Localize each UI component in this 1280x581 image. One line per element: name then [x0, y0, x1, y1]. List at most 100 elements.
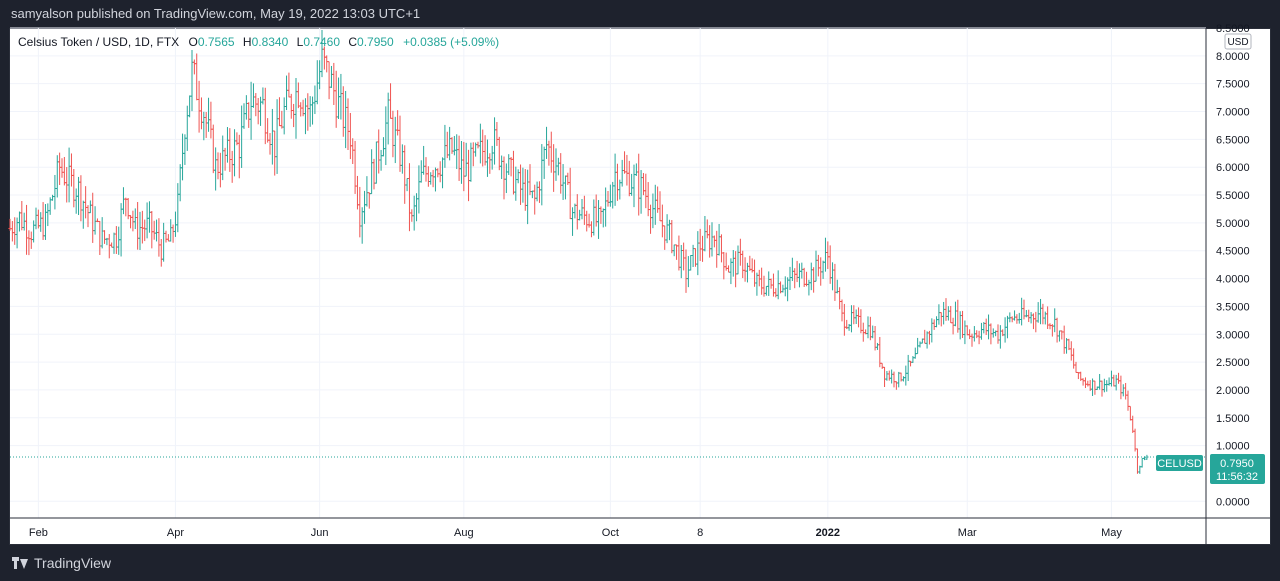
ohlc-bar: [677, 235, 681, 271]
ohlc-bar: [60, 158, 64, 178]
ohlc-bar: [310, 96, 315, 125]
ohlc-bar: [79, 175, 83, 222]
y-tick-label: 7.0000: [1216, 107, 1250, 119]
ohlc-bar: [348, 112, 352, 160]
tradingview-brand[interactable]: TradingView: [12, 555, 111, 571]
ohlc-bar: [1112, 374, 1116, 387]
ohlc-bar: [1126, 390, 1130, 411]
ohlc-bar: [885, 370, 889, 381]
ohlc-bar: [384, 106, 388, 166]
ohlc-bar: [159, 239, 163, 267]
ohlc-bar: [173, 211, 178, 237]
ohlc-bar: [476, 141, 480, 149]
ohlc-bar: [547, 140, 551, 166]
ohlc-bar: [559, 153, 563, 194]
ohlc-bar: [1046, 306, 1050, 329]
ohlc-bar: [533, 184, 537, 215]
ohlc-bar: [809, 262, 813, 291]
ohlc-bar: [930, 318, 934, 343]
ohlc-bar: [381, 137, 386, 157]
ohlc-bar: [322, 46, 326, 70]
ohlc-bar: [41, 202, 45, 240]
legend-open-label: O: [189, 35, 198, 49]
ohlc-bar: [346, 98, 350, 150]
ohlc-bar: [1003, 317, 1007, 343]
ohlc-bar: [698, 228, 702, 262]
ohlc-bar: [43, 204, 48, 240]
ohlc-bar: [854, 309, 858, 324]
ohlc-bar: [436, 168, 440, 178]
ohlc-bar: [296, 82, 300, 109]
ohlc-bar: [604, 187, 608, 227]
chart-panel[interactable]: [9, 28, 1271, 545]
ohlc-bar: [1119, 375, 1123, 400]
ohlc-bar: [826, 241, 830, 270]
ohlc-bar: [1069, 341, 1073, 361]
ohlc-bar: [204, 112, 208, 138]
ohlc-bar: [251, 83, 256, 108]
ohlc-bar: [726, 265, 731, 273]
ohlc-bar: [648, 204, 653, 234]
ohlc-bar: [1081, 378, 1085, 386]
ohlc-bar: [712, 235, 716, 248]
ohlc-bar: [192, 59, 196, 75]
ohlc-bar: [140, 210, 144, 244]
ohlc-bar: [892, 371, 896, 388]
x-tick-label: Feb: [29, 527, 48, 539]
ohlc-bar: [133, 208, 137, 230]
ohlc-bar: [407, 163, 412, 232]
ohlc-bar: [516, 169, 520, 184]
tradingview-logo-icon: [12, 557, 28, 569]
ohlc-bar: [1128, 405, 1132, 421]
ohlc-bar: [552, 144, 556, 192]
ohlc-bar: [490, 145, 494, 170]
ohlc-bar: [284, 75, 289, 111]
x-tick-label: Oct: [602, 527, 619, 539]
ohlc-bar: [554, 148, 558, 181]
ohlc-bar: [927, 330, 932, 345]
ohlc-bar: [986, 314, 991, 340]
ohlc-bar: [951, 317, 955, 335]
ohlc-bar: [93, 206, 97, 235]
y-tick-label: 7.5000: [1216, 79, 1250, 91]
ohlc-bar: [17, 211, 22, 232]
ohlc-bar: [237, 134, 241, 179]
ohlc-bar: [327, 61, 331, 100]
ohlc-bar: [682, 242, 686, 271]
ohlc-bar: [1133, 428, 1137, 452]
ohlc-bar: [370, 149, 374, 195]
y-tick-label: 2.0000: [1216, 385, 1250, 397]
ohlc-bar: [1100, 380, 1104, 397]
currency-badge[interactable]: [1224, 33, 1252, 50]
ohlc-bar: [764, 285, 768, 296]
y-tick-label: 2.5000: [1216, 357, 1250, 369]
ohlc-bar: [1029, 312, 1033, 324]
ohlc-bar: [637, 153, 641, 216]
ohlc-bar: [646, 182, 650, 217]
ohlc-bar: [734, 251, 738, 288]
ohlc-bar: [1031, 313, 1036, 330]
ohlc-bar: [797, 263, 802, 288]
ohlc-bar: [152, 220, 156, 240]
ohlc-bar: [27, 230, 31, 256]
ohlc-bar: [372, 158, 376, 190]
ohlc-bar: [440, 157, 445, 189]
ohlc-bar: [1053, 308, 1057, 333]
ohlc-bar: [887, 370, 891, 381]
ohlc-bar: [58, 152, 62, 185]
ohlc-bar: [414, 193, 419, 222]
ohlc-bar: [812, 267, 816, 293]
ohlc-bar: [457, 135, 461, 181]
ohlc-bar: [670, 220, 674, 254]
y-tick-label: 5.0000: [1216, 218, 1250, 230]
ohlc-bar: [176, 183, 180, 233]
ohlc-bar: [998, 325, 1002, 349]
ohlc-bar: [620, 159, 624, 187]
ohlc-bar: [398, 115, 402, 172]
ohlc-bar: [601, 208, 605, 228]
ohlc-bar: [890, 369, 894, 384]
ohlc-bar: [39, 212, 43, 232]
ohlc-bar: [466, 149, 471, 202]
ohlc-bar: [514, 166, 518, 201]
